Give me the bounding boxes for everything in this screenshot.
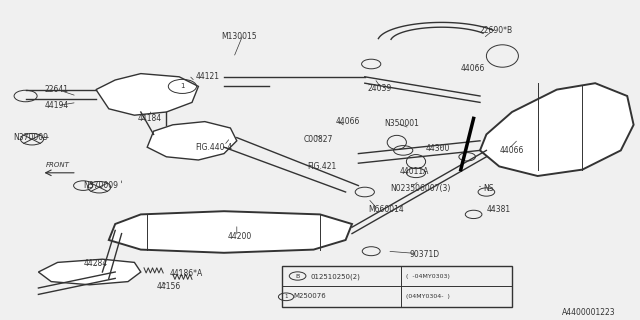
Polygon shape	[96, 74, 198, 115]
Text: 1: 1	[284, 294, 288, 299]
Text: 24039: 24039	[368, 84, 392, 92]
Text: 90371D: 90371D	[410, 250, 440, 259]
Text: 44066: 44066	[461, 64, 485, 73]
Text: 44186*A: 44186*A	[170, 269, 203, 278]
Text: 44066: 44066	[336, 117, 360, 126]
Text: 1: 1	[180, 84, 185, 89]
Text: FIG.421: FIG.421	[307, 162, 337, 171]
Polygon shape	[109, 211, 352, 253]
Polygon shape	[480, 83, 634, 176]
Text: C00827: C00827	[304, 135, 333, 144]
Text: (  -04MY0303): ( -04MY0303)	[406, 274, 450, 279]
Text: 22641: 22641	[45, 85, 69, 94]
Text: N370009: N370009	[83, 181, 118, 190]
Text: N370009: N370009	[13, 133, 48, 142]
Text: 44200: 44200	[227, 232, 252, 241]
Text: M130015: M130015	[221, 32, 257, 41]
Polygon shape	[38, 259, 141, 285]
Text: 44156: 44156	[157, 282, 181, 291]
Text: B: B	[296, 274, 300, 278]
Text: 44381: 44381	[486, 205, 511, 214]
Text: 44300: 44300	[426, 144, 450, 153]
Text: 44284: 44284	[83, 260, 108, 268]
Text: (04MY0304-  ): (04MY0304- )	[406, 294, 450, 299]
Text: 22690*B: 22690*B	[480, 26, 513, 35]
Text: 44066: 44066	[499, 146, 524, 155]
Text: 44184: 44184	[138, 114, 162, 123]
Text: N023506007(3): N023506007(3)	[390, 184, 451, 193]
Text: NS: NS	[483, 184, 493, 193]
Text: M660014: M660014	[368, 205, 404, 214]
Text: 44121: 44121	[195, 72, 219, 81]
Text: 012510250(2): 012510250(2)	[310, 273, 360, 280]
Text: 44194: 44194	[45, 101, 69, 110]
Text: A4400001223: A4400001223	[562, 308, 616, 317]
Polygon shape	[147, 122, 237, 160]
Text: FRONT: FRONT	[45, 162, 70, 168]
Text: 44011A: 44011A	[400, 167, 429, 176]
Text: N350001: N350001	[384, 119, 419, 128]
Text: FIG.440-4: FIG.440-4	[195, 143, 232, 152]
Bar	[282, 266, 512, 307]
Text: M250076: M250076	[293, 293, 326, 300]
